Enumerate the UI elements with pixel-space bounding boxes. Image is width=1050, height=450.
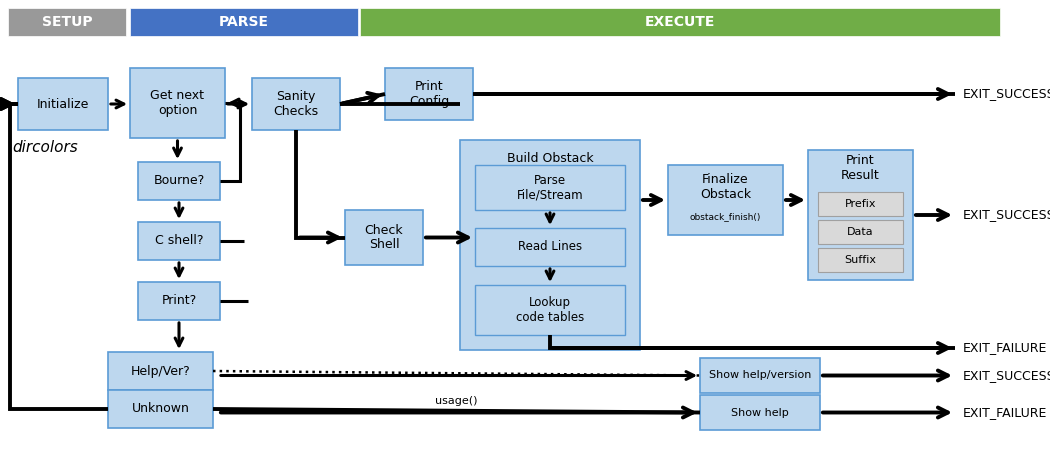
Text: EXIT_SUCCESS: EXIT_SUCCESS	[963, 208, 1050, 221]
Text: Print
Result: Print Result	[841, 154, 880, 182]
Text: EXIT_FAILURE: EXIT_FAILURE	[963, 342, 1048, 355]
Bar	[460, 140, 640, 350]
Bar	[385, 68, 472, 120]
Bar	[138, 282, 220, 320]
Bar	[360, 8, 1000, 36]
Text: Sanity
Checks: Sanity Checks	[273, 90, 318, 118]
Bar	[818, 248, 903, 272]
Text: usage(): usage()	[436, 396, 478, 405]
Bar	[108, 352, 213, 390]
Bar	[345, 210, 423, 265]
Bar	[138, 222, 220, 260]
Bar	[668, 165, 783, 235]
Text: C shell?: C shell?	[154, 234, 204, 248]
Bar	[475, 285, 625, 335]
Text: Print?: Print?	[162, 294, 196, 307]
Bar	[138, 162, 220, 200]
Bar	[108, 390, 213, 428]
Text: Read Lines: Read Lines	[518, 240, 582, 253]
Bar	[130, 8, 358, 36]
Text: Check
Shell: Check Shell	[364, 224, 403, 252]
Text: Show help/version: Show help/version	[709, 370, 812, 381]
Text: Bourne?: Bourne?	[153, 175, 205, 188]
Text: Lookup
code tables: Lookup code tables	[516, 296, 584, 324]
Text: Initialize: Initialize	[37, 98, 89, 111]
Text: Finalize
Obstack: Finalize Obstack	[700, 173, 751, 201]
Text: Prefix: Prefix	[845, 199, 877, 209]
Bar	[475, 228, 625, 266]
Text: SETUP: SETUP	[42, 15, 92, 29]
Bar	[700, 395, 820, 430]
Text: EXECUTE: EXECUTE	[645, 15, 715, 29]
Text: EXIT_SUCCESS: EXIT_SUCCESS	[963, 369, 1050, 382]
Bar	[808, 150, 914, 280]
Text: Parse
File/Stream: Parse File/Stream	[517, 174, 584, 202]
Text: EXIT_FAILURE: EXIT_FAILURE	[963, 406, 1048, 419]
Text: Help/Ver?: Help/Ver?	[130, 364, 190, 378]
Bar	[18, 78, 108, 130]
Text: Build Obstack: Build Obstack	[507, 152, 593, 165]
Bar	[818, 220, 903, 244]
Text: Print
Config: Print Config	[408, 80, 449, 108]
Bar	[8, 8, 126, 36]
Bar	[700, 358, 820, 393]
Text: dircolors: dircolors	[12, 140, 78, 156]
Bar	[252, 78, 340, 130]
Text: Unknown: Unknown	[131, 402, 189, 415]
Bar	[475, 165, 625, 210]
Text: Show help: Show help	[731, 408, 789, 418]
Text: Data: Data	[847, 227, 874, 237]
Bar	[818, 192, 903, 216]
Bar	[130, 68, 225, 138]
Text: Get next
option: Get next option	[150, 89, 205, 117]
Text: PARSE: PARSE	[219, 15, 269, 29]
Text: EXIT_SUCCESS: EXIT_SUCCESS	[963, 87, 1050, 100]
Text: Suffix: Suffix	[844, 255, 877, 265]
Text: obstack_finish(): obstack_finish()	[690, 212, 761, 221]
